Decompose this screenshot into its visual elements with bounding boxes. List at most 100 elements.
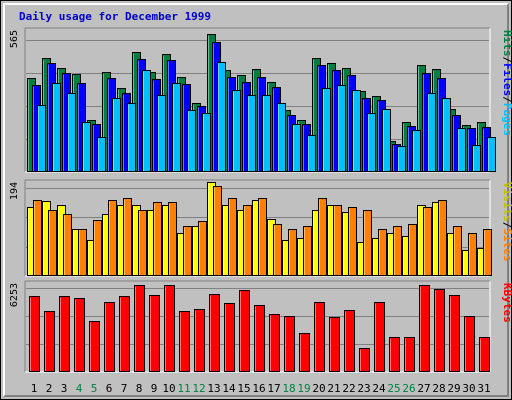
bar-pages-day-30	[472, 145, 481, 172]
bar-pages-day-5	[97, 137, 106, 172]
x-tick-label-day-22: 22	[342, 382, 355, 395]
legend-entry: Visits	[501, 182, 512, 222]
x-tick-label-day-5: 5	[91, 382, 98, 395]
bar-kbytes-day-30	[464, 316, 475, 372]
bar-kbytes-day-9	[149, 295, 160, 372]
bar-pages-day-26	[412, 130, 421, 172]
bar-sites-day-11	[183, 226, 192, 276]
bar-kbytes-day-15	[239, 290, 250, 372]
bar-pages-day-10	[172, 83, 181, 172]
x-tick-label-day-18: 18	[282, 382, 295, 395]
bar-pages-day-8	[142, 70, 151, 172]
bar-kbytes-day-19	[299, 333, 310, 372]
bar-pages-day-11	[187, 110, 196, 172]
bar-kbytes-day-26	[404, 337, 415, 372]
series-kbytes	[29, 285, 490, 372]
x-tick-label-day-28: 28	[432, 382, 445, 395]
x-tick-label-day-9: 9	[151, 382, 158, 395]
bar-pages-day-3	[67, 93, 76, 172]
bar-kbytes-day-6	[104, 302, 115, 372]
chart-panels: 565 Hits/Files/Pages 194 Visits / Sites 6253KB…	[9, 27, 512, 373]
x-tick-label-day-4: 4	[76, 382, 83, 395]
kbytes-panel: 6253 KBytes	[9, 280, 512, 373]
bar-sites-day-31	[483, 229, 492, 276]
bar-kbytes-day-25	[389, 337, 400, 372]
x-tick-label-day-16: 16	[252, 382, 265, 395]
bar-kbytes-day-16	[254, 305, 265, 372]
x-tick-label-day-30: 30	[462, 382, 475, 395]
bar-sites-day-23	[363, 210, 372, 276]
bar-pages-day-16	[262, 95, 271, 172]
bar-pages-day-28	[442, 98, 451, 172]
legend-entry: /	[501, 57, 512, 64]
bar-sites-day-4	[78, 229, 87, 276]
bar-sites-day-29	[453, 226, 462, 276]
legend-entry: Pages	[501, 103, 512, 136]
bar-pages-day-22	[352, 90, 361, 172]
legend-entry: /	[501, 96, 512, 103]
right-axis-legend: Hits/Files/Pages	[501, 30, 512, 136]
bar-sites-day-20	[318, 198, 327, 276]
bar-kbytes-day-21	[329, 317, 340, 372]
bar-sites-day-10	[168, 202, 177, 276]
bar-kbytes-day-7	[119, 296, 130, 372]
legend-entry: KBytes	[501, 283, 512, 323]
bar-kbytes-day-14	[224, 303, 235, 372]
legend-entry: Sites	[501, 228, 512, 261]
bar-sites-day-17	[273, 224, 282, 276]
bar-sites-day-26	[408, 224, 417, 276]
bar-sites-day-8	[138, 210, 147, 276]
x-tick-label-day-25: 25	[387, 382, 400, 395]
bar-kbytes-day-31	[479, 337, 490, 372]
bar-pages-day-12	[202, 113, 211, 172]
y-max-label: 194	[9, 182, 20, 200]
bar-kbytes-day-5	[89, 321, 100, 372]
bar-pages-day-1	[37, 105, 46, 172]
x-tick-label-day-8: 8	[136, 382, 143, 395]
bar-sites-day-5	[93, 220, 102, 276]
bar-pages-day-7	[127, 103, 136, 172]
chart-title: Daily usage for December 1999	[19, 10, 211, 23]
x-tick-label-day-6: 6	[106, 382, 113, 395]
bar-sites-day-24	[378, 229, 387, 276]
x-tick-label-day-29: 29	[447, 382, 460, 395]
bar-sites-day-7	[123, 198, 132, 276]
bar-kbytes-day-1	[29, 296, 40, 372]
bar-kbytes-day-13	[209, 294, 220, 372]
x-tick-label-day-10: 10	[162, 382, 175, 395]
bar-kbytes-day-24	[374, 302, 385, 372]
bar-kbytes-day-22	[344, 310, 355, 372]
bar-sites-day-9	[153, 202, 162, 276]
bar-sites-day-1	[33, 200, 42, 276]
y-max-label: 565	[9, 30, 20, 48]
x-tick-label-day-2: 2	[46, 382, 53, 395]
bar-sites-day-21	[333, 205, 342, 276]
x-tick-label-day-27: 27	[417, 382, 430, 395]
x-tick-label-day-14: 14	[222, 382, 236, 395]
bar-pages-day-18	[292, 124, 301, 172]
bar-kbytes-day-28	[434, 289, 445, 372]
bar-sites-day-14	[228, 198, 237, 276]
x-tick-label-day-11: 11	[177, 382, 190, 395]
bar-sites-day-12	[198, 221, 207, 276]
x-tick-label-day-7: 7	[121, 382, 128, 395]
bar-pages-day-4	[82, 122, 91, 172]
bar-pages-day-6	[112, 98, 121, 172]
x-axis-day-labels: 1 2 3 4 5 6 7 8 9 10 11 12 13 14 15 16 17 18 19 20 21 22 23 24 2…	[31, 382, 491, 395]
series-pages	[37, 62, 496, 172]
x-tick-label-day-26: 26	[402, 382, 415, 395]
bar-pages-day-24	[382, 109, 391, 172]
bar-sites-day-25	[393, 226, 402, 276]
bar-sites-day-3	[63, 214, 72, 276]
bar-kbytes-day-12	[194, 309, 205, 372]
x-tick-label-day-15: 15	[237, 382, 250, 395]
bar-pages-day-19	[307, 135, 316, 172]
bar-pages-day-21	[337, 85, 346, 172]
x-tick-label-day-13: 13	[207, 382, 220, 395]
bar-kbytes-day-20	[314, 302, 325, 372]
bar-pages-day-13	[217, 62, 226, 172]
legend-entry: Hits	[501, 30, 512, 57]
bar-pages-day-20	[322, 88, 331, 172]
bar-pages-day-23	[367, 113, 376, 172]
